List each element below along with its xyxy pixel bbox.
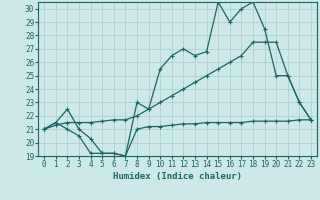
X-axis label: Humidex (Indice chaleur): Humidex (Indice chaleur) — [113, 172, 242, 181]
